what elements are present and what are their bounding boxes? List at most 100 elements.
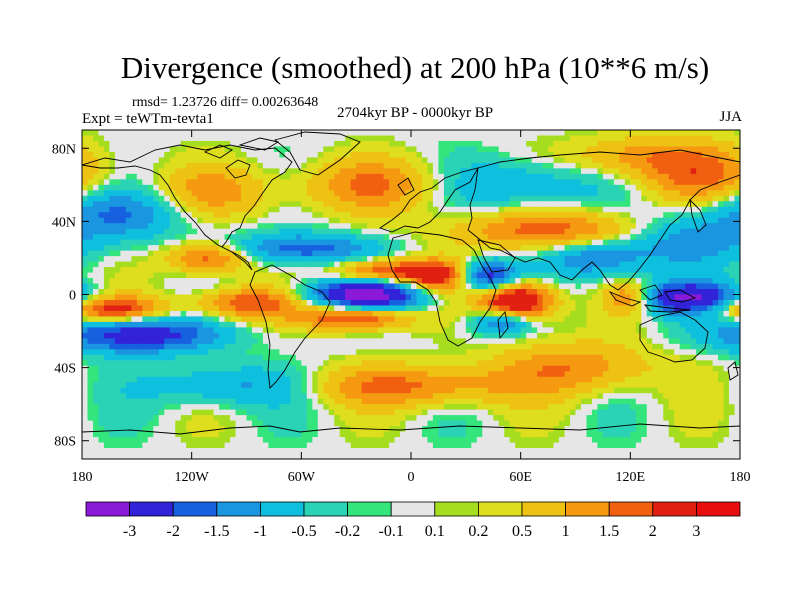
field-cell <box>427 272 434 279</box>
field-cell <box>712 278 719 285</box>
field-cell <box>646 140 653 148</box>
field-cell <box>268 299 275 307</box>
field-cell <box>542 195 549 202</box>
field-cell <box>295 250 302 257</box>
field-cell <box>471 179 478 186</box>
field-cell <box>701 332 708 339</box>
field-cell <box>493 168 500 175</box>
field-cell <box>602 272 609 279</box>
field-cell <box>356 305 363 312</box>
field-cell <box>690 305 697 312</box>
field-cell <box>515 289 522 296</box>
field-cell <box>729 343 736 350</box>
field-cell <box>273 305 280 312</box>
field-cell <box>147 256 154 263</box>
field-cell <box>668 343 675 350</box>
field-cell <box>718 151 725 159</box>
field-cell <box>723 179 730 186</box>
field-cell <box>92 299 100 307</box>
field-cell <box>213 272 220 279</box>
field-cell <box>251 354 259 361</box>
field-cell <box>411 206 418 213</box>
field-cell <box>559 316 566 323</box>
field-cell <box>92 250 100 257</box>
field-cell <box>575 168 582 175</box>
field-cell <box>668 217 675 224</box>
field-cell <box>295 294 302 301</box>
field-cell <box>729 310 736 318</box>
field-cell <box>586 272 593 279</box>
field-cell <box>504 278 511 285</box>
field-cell <box>608 184 615 191</box>
field-cell <box>246 283 253 290</box>
field-cell <box>219 261 226 268</box>
field-cell <box>383 245 390 252</box>
field-cell <box>734 135 740 142</box>
field-cell <box>613 228 620 235</box>
field-cell <box>696 206 703 213</box>
field-cell <box>498 195 505 202</box>
field-cell <box>559 157 566 164</box>
field-cell <box>125 151 132 159</box>
field-cell <box>570 212 577 219</box>
field-cell <box>580 343 588 350</box>
field-cell <box>509 349 516 356</box>
field-cell <box>224 294 231 301</box>
field-cell <box>493 157 500 164</box>
field-cell <box>405 267 412 274</box>
field-cell <box>268 190 275 197</box>
field-cell <box>570 261 577 268</box>
field-cell <box>120 239 127 246</box>
field-cell <box>400 278 407 285</box>
field-cell <box>619 135 626 142</box>
field-cell <box>394 299 401 307</box>
field-cell <box>421 239 429 246</box>
field-cell <box>235 206 242 213</box>
field-cell <box>180 261 187 268</box>
field-cell <box>251 206 259 213</box>
field-cell <box>471 239 478 246</box>
field-cell <box>241 338 248 345</box>
field-cell <box>202 157 209 164</box>
field-cell <box>690 272 697 279</box>
field-cell <box>251 310 259 318</box>
field-cell <box>498 245 505 252</box>
field-cell <box>427 305 434 312</box>
field-cell <box>526 283 533 290</box>
field-cell <box>635 223 642 230</box>
field-cell <box>394 239 401 246</box>
field-cell <box>197 151 204 159</box>
field-cell <box>635 184 642 191</box>
field-cell <box>553 179 560 186</box>
field-cell <box>498 289 505 296</box>
field-cell <box>734 299 740 307</box>
field-cell <box>613 151 620 159</box>
field-cell <box>378 343 385 350</box>
field-cell <box>350 179 357 186</box>
field-cell <box>142 250 149 257</box>
field-cell <box>230 261 237 268</box>
field-cell <box>317 157 324 164</box>
field-cell <box>526 272 533 279</box>
field-cell <box>520 299 527 307</box>
field-cell <box>372 135 379 142</box>
field-cell <box>515 305 522 312</box>
field-cell <box>619 278 626 285</box>
field-cell <box>641 190 648 197</box>
field-cell <box>219 278 226 285</box>
field-cell <box>520 195 527 202</box>
field-cell <box>219 146 226 153</box>
field-cell <box>696 267 703 274</box>
field-cell <box>98 223 105 230</box>
field-cell <box>707 261 714 268</box>
field-cell <box>641 316 648 323</box>
field-cell <box>520 267 527 274</box>
field-cell <box>103 140 111 148</box>
field-cell <box>482 327 489 334</box>
field-cell <box>411 173 418 180</box>
field-cell <box>729 146 736 153</box>
field-cell <box>186 321 193 328</box>
field-cell <box>301 184 308 191</box>
field-cell <box>542 327 549 334</box>
field-cell <box>608 168 615 175</box>
